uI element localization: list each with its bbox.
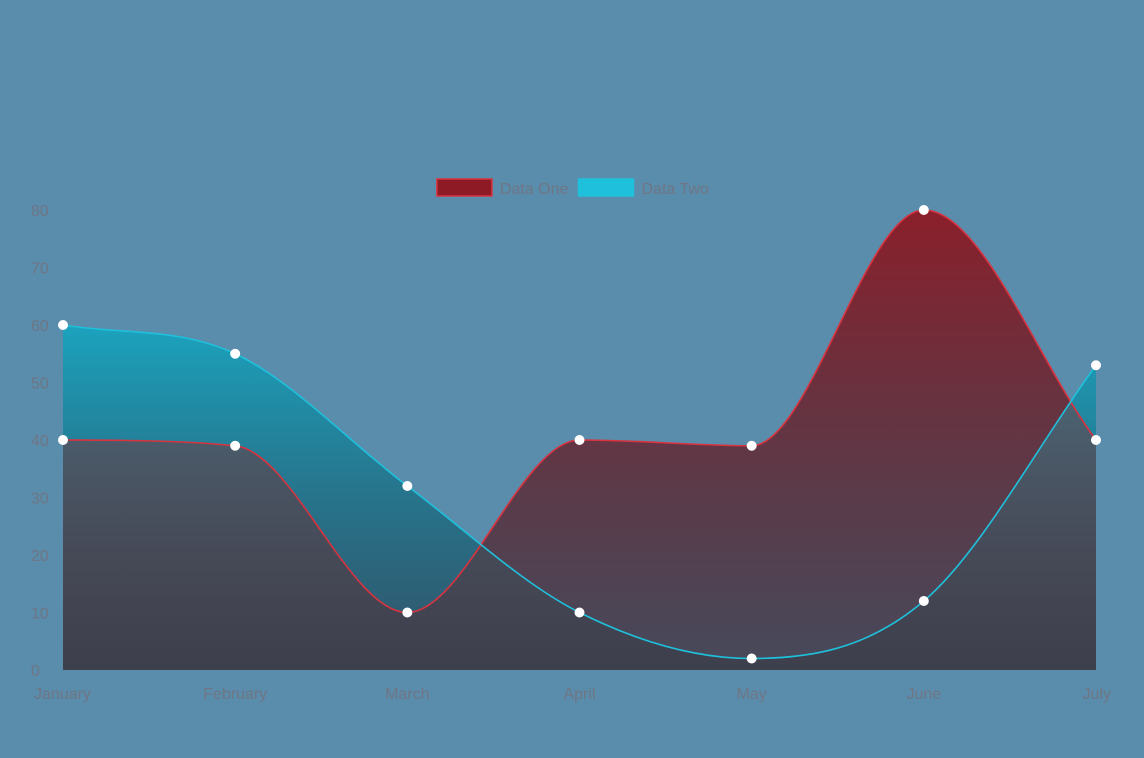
y-tick-label: 60 xyxy=(31,318,49,335)
y-tick-label: 80 xyxy=(31,203,49,220)
legend-label-data-one[interactable]: Data One xyxy=(500,181,569,198)
overlap-area xyxy=(63,325,1096,670)
x-tick-label: July xyxy=(1083,686,1111,703)
point-data-one-march[interactable] xyxy=(402,607,413,618)
x-tick-label: February xyxy=(203,686,267,703)
point-data-one-may[interactable] xyxy=(746,440,757,451)
point-data-two-april[interactable] xyxy=(574,607,585,618)
legend-swatch-data-two[interactable] xyxy=(577,178,635,197)
y-tick-label: 10 xyxy=(31,606,49,623)
point-data-two-february[interactable] xyxy=(230,348,241,359)
point-data-one-january[interactable] xyxy=(58,435,68,445)
y-tick-label: 70 xyxy=(31,261,49,278)
x-tick-label: March xyxy=(385,686,429,703)
point-data-two-june[interactable] xyxy=(918,596,929,606)
point-data-one-april[interactable] xyxy=(574,435,585,445)
legend-label-data-two[interactable]: Data Two xyxy=(642,181,709,198)
y-tick-label: 40 xyxy=(31,433,49,450)
series-points xyxy=(58,205,1101,664)
y-tick-label: 0 xyxy=(31,663,40,680)
point-data-two-july[interactable] xyxy=(1091,360,1101,371)
point-data-one-june[interactable] xyxy=(918,205,929,215)
overlap-area-group xyxy=(63,325,1096,670)
y-axis: 0 10 20 30 40 50 60 70 80 xyxy=(31,203,49,680)
point-data-two-may[interactable] xyxy=(746,653,757,664)
x-tick-label: June xyxy=(906,686,941,703)
x-tick-label: April xyxy=(563,686,595,703)
legend: Data One Data Two xyxy=(436,178,709,198)
point-data-two-march[interactable] xyxy=(402,481,413,491)
legend-swatch-data-one[interactable] xyxy=(436,178,493,197)
y-tick-label: 20 xyxy=(31,548,49,565)
y-tick-label: 50 xyxy=(31,376,49,393)
point-data-one-july[interactable] xyxy=(1091,435,1101,445)
x-tick-label: May xyxy=(737,686,767,703)
point-data-two-january[interactable] xyxy=(58,320,68,330)
point-data-one-february[interactable] xyxy=(230,440,241,451)
x-axis: January February March April May June July xyxy=(34,686,1111,703)
y-tick-label: 30 xyxy=(31,491,49,508)
x-tick-label: January xyxy=(34,686,91,703)
